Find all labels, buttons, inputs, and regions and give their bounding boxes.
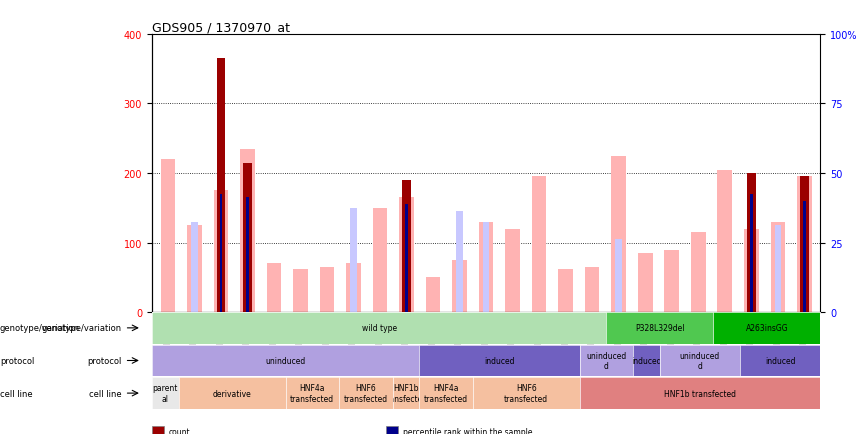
- Text: protocol: protocol: [88, 356, 122, 365]
- Text: induced: induced: [484, 356, 515, 365]
- Bar: [405, 205, 408, 312]
- Text: HNF6
transfected: HNF6 transfected: [504, 384, 549, 403]
- Text: genotype/variation: genotype/variation: [42, 324, 122, 332]
- Bar: [246, 198, 249, 312]
- Bar: [750, 194, 753, 312]
- Text: uninduced
d: uninduced d: [586, 351, 627, 370]
- Text: cell line: cell line: [89, 389, 122, 398]
- Bar: [243, 163, 252, 312]
- Bar: [240, 149, 254, 312]
- Text: percentile rank within the sample: percentile rank within the sample: [403, 427, 532, 434]
- Text: induced: induced: [765, 356, 795, 365]
- Bar: [532, 177, 547, 312]
- Text: HNF1b
transfected: HNF1b transfected: [384, 384, 428, 403]
- Bar: [452, 260, 467, 312]
- Bar: [638, 253, 653, 312]
- Bar: [615, 240, 622, 312]
- Bar: [718, 170, 732, 312]
- Text: uninduced: uninduced: [266, 356, 306, 365]
- Text: cell line: cell line: [0, 389, 33, 398]
- Bar: [266, 264, 281, 312]
- Text: P328L329del: P328L329del: [635, 324, 685, 332]
- Bar: [293, 270, 308, 312]
- Bar: [385, 426, 398, 434]
- Bar: [187, 226, 201, 312]
- Text: derivative: derivative: [213, 389, 252, 398]
- Bar: [402, 181, 411, 312]
- Bar: [664, 250, 679, 312]
- Bar: [797, 177, 812, 312]
- Bar: [217, 59, 225, 312]
- Bar: [558, 270, 573, 312]
- Bar: [803, 201, 806, 312]
- Text: protocol: protocol: [0, 356, 35, 365]
- Bar: [585, 267, 600, 312]
- Bar: [220, 194, 222, 312]
- Bar: [479, 222, 493, 312]
- Text: induced: induced: [631, 356, 661, 365]
- Bar: [505, 229, 520, 312]
- Text: HNF6
transfected: HNF6 transfected: [344, 384, 388, 403]
- Bar: [744, 229, 759, 312]
- Text: genotype/variation: genotype/variation: [0, 324, 80, 332]
- Bar: [800, 177, 809, 312]
- Text: GDS905 / 1370970_at: GDS905 / 1370970_at: [152, 20, 290, 33]
- Bar: [372, 208, 387, 312]
- Bar: [457, 212, 463, 312]
- Bar: [214, 191, 228, 312]
- Text: wild type: wild type: [362, 324, 397, 332]
- Bar: [611, 156, 626, 312]
- Text: HNF4a
transfected: HNF4a transfected: [290, 384, 334, 403]
- Bar: [747, 174, 755, 312]
- Bar: [319, 267, 334, 312]
- Text: HNF4a
transfected: HNF4a transfected: [424, 384, 468, 403]
- Text: parent
al: parent al: [153, 384, 178, 403]
- Bar: [691, 233, 706, 312]
- Bar: [483, 222, 490, 312]
- Bar: [191, 222, 198, 312]
- Bar: [346, 264, 361, 312]
- Bar: [399, 198, 414, 312]
- Bar: [771, 222, 786, 312]
- Text: uninduced
d: uninduced d: [680, 351, 720, 370]
- Text: count: count: [168, 427, 190, 434]
- Bar: [425, 278, 440, 312]
- Text: A263insGG: A263insGG: [746, 324, 788, 332]
- Bar: [350, 208, 357, 312]
- Bar: [152, 426, 164, 434]
- Text: HNF1b transfected: HNF1b transfected: [664, 389, 736, 398]
- Bar: [774, 226, 781, 312]
- Bar: [161, 160, 175, 312]
